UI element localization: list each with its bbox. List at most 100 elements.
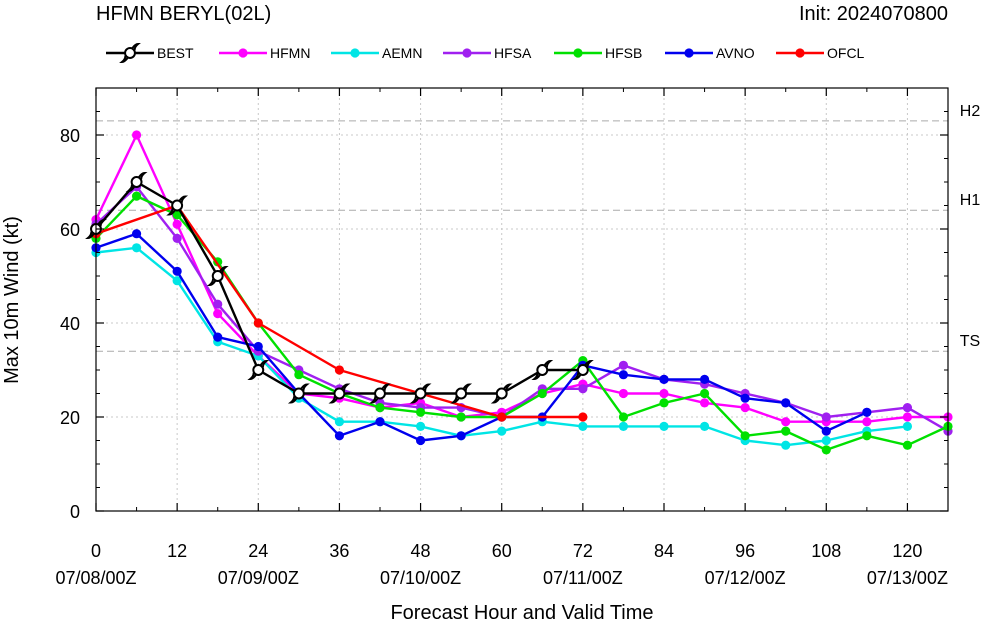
legend: BEST HFMN AEMN HFSA HFSB AVNO OFCL	[106, 43, 865, 63]
data-point	[781, 417, 791, 427]
hurricane-marker	[208, 266, 227, 286]
legend-marker	[684, 48, 694, 58]
reference-lines: H2 H1 TS	[96, 103, 981, 352]
legend-marker	[462, 48, 472, 58]
data-point	[375, 417, 385, 427]
data-point	[618, 421, 629, 431]
data-point	[902, 440, 913, 450]
data-point	[659, 398, 669, 408]
data-point	[334, 431, 345, 441]
data-point	[131, 229, 142, 239]
legend-item-aemn: AEMN	[331, 45, 422, 61]
data-point	[375, 403, 385, 413]
data-point	[578, 412, 588, 422]
data-point	[131, 191, 142, 201]
data-point	[659, 374, 669, 384]
data-point	[740, 403, 750, 413]
data-point	[618, 388, 629, 399]
hurricane-marker	[452, 383, 471, 404]
data-point	[578, 384, 588, 394]
data-point	[821, 445, 831, 455]
x-date-label: 07/08/00Z	[55, 568, 136, 588]
data-point	[131, 243, 142, 253]
x-axis-label: Forecast Hour and Valid Time	[390, 602, 653, 624]
data-point	[213, 332, 223, 342]
data-point	[497, 426, 507, 436]
x-tick-label: 72	[573, 541, 593, 561]
data-point	[781, 426, 791, 436]
data-point	[618, 412, 629, 422]
data-point	[862, 407, 872, 417]
legend-marker	[795, 48, 805, 58]
data-point	[902, 403, 913, 413]
x-tick-label: 48	[411, 541, 431, 561]
data-point	[213, 299, 223, 309]
x-date-label: 07/12/00Z	[705, 568, 786, 588]
data-point	[172, 266, 182, 276]
y-tick-label: 60	[60, 220, 80, 240]
data-point	[294, 370, 304, 380]
y-tick-label: 40	[60, 314, 80, 334]
legend-label: BEST	[157, 45, 194, 61]
legend-item-hfsa: HFSA	[443, 45, 532, 61]
x-date-label: 07/11/00Z	[543, 568, 623, 588]
data-point	[781, 440, 791, 450]
y-axis-label: Max 10m Wind (kt)	[1, 216, 23, 384]
data-point	[578, 421, 588, 431]
legend-item-hfsb: HFSB	[554, 45, 642, 61]
series-line	[95, 232, 868, 442]
x-tick-label: 0	[91, 541, 101, 561]
data-point	[172, 219, 182, 229]
data-point	[699, 398, 710, 408]
axes: 0 12 24 36 48 60 72 84 96 108 120 07/08/00Z 07/09/00…	[55, 88, 948, 588]
series-group	[86, 130, 953, 455]
x-tick-label: 96	[735, 541, 755, 561]
x-tick-label: 60	[492, 541, 512, 561]
data-point	[699, 421, 710, 431]
data-point	[821, 426, 831, 436]
legend-label: HFSB	[605, 45, 642, 61]
data-point	[821, 412, 831, 422]
x-date-label: 07/09/00Z	[218, 568, 299, 588]
y-tick-label: 20	[60, 408, 80, 428]
x-date-label: 07/10/00Z	[380, 568, 461, 588]
legend-label: AEMN	[382, 45, 422, 61]
data-point	[659, 421, 669, 431]
legend-marker	[573, 48, 583, 58]
series-line	[95, 185, 949, 433]
data-point	[902, 421, 913, 431]
x-tick-label: 84	[654, 541, 674, 561]
x-tick-label: 108	[811, 541, 841, 561]
data-point	[862, 431, 872, 441]
data-point	[781, 398, 791, 408]
data-point	[253, 318, 263, 328]
data-point	[172, 233, 182, 243]
legend-marker	[350, 48, 360, 58]
data-point	[131, 130, 142, 140]
data-point	[740, 431, 750, 441]
data-point	[537, 388, 547, 399]
legend-item-ofcl: OFCL	[776, 45, 865, 61]
series-hfsa	[91, 182, 953, 436]
reference-label: TS	[960, 333, 980, 350]
y-tick-label: 0	[70, 502, 80, 522]
y-tick-label: 80	[60, 126, 80, 146]
legend-label: AVNO	[716, 45, 755, 61]
legend-label: HFMN	[270, 45, 310, 61]
legend-label: HFSA	[494, 45, 532, 61]
data-point	[862, 417, 872, 427]
x-tick-label: 24	[248, 541, 268, 561]
reference-label: H2	[960, 103, 981, 120]
data-point	[415, 407, 426, 417]
legend-marker	[238, 48, 248, 58]
data-point	[415, 421, 426, 431]
data-point	[497, 412, 507, 422]
data-point	[740, 393, 750, 403]
chart-title: HFMN BERYL(02L)	[96, 3, 271, 25]
data-point	[699, 388, 710, 399]
data-point	[253, 341, 263, 352]
data-point	[699, 374, 710, 384]
x-tick-label: 36	[329, 541, 349, 561]
data-point	[213, 309, 223, 319]
